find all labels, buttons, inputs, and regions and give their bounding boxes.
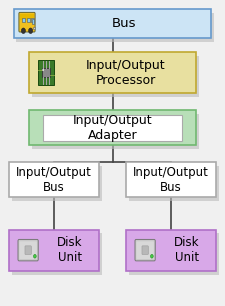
Bar bbox=[32, 114, 199, 149]
Bar bbox=[9, 230, 99, 271]
Circle shape bbox=[42, 69, 44, 71]
Bar bbox=[12, 166, 102, 201]
Bar bbox=[32, 56, 199, 97]
FancyBboxPatch shape bbox=[18, 239, 38, 261]
Bar bbox=[33, 27, 35, 29]
Bar bbox=[126, 230, 216, 271]
Circle shape bbox=[151, 255, 153, 258]
Bar bbox=[9, 162, 99, 197]
Bar bbox=[12, 233, 102, 275]
Text: Input/Output
Bus: Input/Output Bus bbox=[16, 166, 92, 194]
Bar bbox=[42, 68, 50, 77]
Bar bbox=[20, 14, 34, 20]
Text: Input/Output
Bus: Input/Output Bus bbox=[133, 166, 209, 194]
Bar bbox=[43, 115, 182, 141]
Bar bbox=[22, 18, 25, 21]
Bar bbox=[29, 110, 196, 145]
Text: Disk
Unit: Disk Unit bbox=[174, 236, 200, 264]
FancyBboxPatch shape bbox=[25, 246, 31, 255]
Bar bbox=[16, 13, 214, 42]
Circle shape bbox=[29, 28, 33, 34]
Text: Input/Output
Adapter: Input/Output Adapter bbox=[73, 114, 152, 142]
Bar bbox=[38, 61, 54, 85]
FancyBboxPatch shape bbox=[135, 239, 155, 261]
FancyBboxPatch shape bbox=[19, 12, 35, 32]
Circle shape bbox=[21, 28, 25, 34]
FancyBboxPatch shape bbox=[19, 241, 37, 259]
Bar bbox=[27, 18, 30, 21]
Text: Disk
Unit: Disk Unit bbox=[57, 236, 83, 264]
Bar bbox=[32, 20, 34, 24]
Bar bbox=[129, 233, 219, 275]
Text: Input/Output
Processor: Input/Output Processor bbox=[86, 59, 166, 87]
Bar bbox=[29, 52, 196, 93]
Bar bbox=[129, 166, 219, 201]
Bar bbox=[14, 9, 211, 38]
Bar bbox=[31, 18, 34, 21]
Circle shape bbox=[34, 255, 36, 258]
FancyBboxPatch shape bbox=[142, 246, 148, 255]
Text: Bus: Bus bbox=[112, 17, 136, 30]
FancyBboxPatch shape bbox=[136, 241, 154, 259]
Bar bbox=[126, 162, 216, 197]
